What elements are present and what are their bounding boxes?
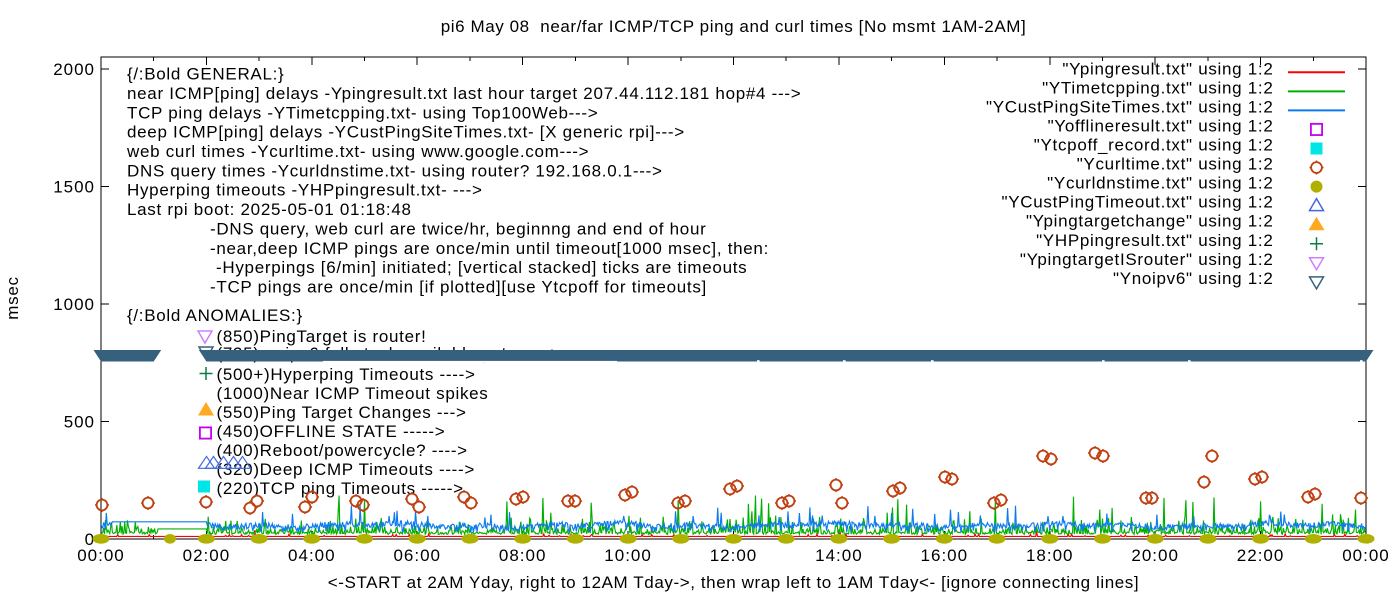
svg-text:(400)Reboot/powercycle? ---->: (400)Reboot/powercycle? ----> xyxy=(217,441,468,460)
svg-text:500: 500 xyxy=(64,413,95,432)
svg-text:04:00: 04:00 xyxy=(288,546,336,565)
svg-text:14:00: 14:00 xyxy=(815,546,863,565)
svg-text:1500: 1500 xyxy=(53,178,95,197)
svg-text:deep ICMP[ping] delays -YCustP: deep ICMP[ping] delays -YCustPingSiteTim… xyxy=(127,123,685,142)
svg-text:web curl times -Ycurltime.txt-: web curl times -Ycurltime.txt- using www… xyxy=(126,142,589,161)
svg-text:near ICMP[ping] delays -Ypingr: near ICMP[ping] delays -Ypingresult.txt … xyxy=(127,84,801,103)
svg-text:(1000)Near ICMP Timeout spikes: (1000)Near ICMP Timeout spikes xyxy=(217,384,489,403)
svg-text:(550)Ping Target Changes --->: (550)Ping Target Changes ---> xyxy=(217,403,467,422)
svg-text:12:00: 12:00 xyxy=(710,546,758,565)
svg-text:"YpingtargetISrouter" using 1:: "YpingtargetISrouter" using 1:2 xyxy=(1020,250,1274,269)
svg-text:06:00: 06:00 xyxy=(393,546,441,565)
svg-text:"YHPpingresult.txt" using 1:2: "YHPpingresult.txt" using 1:2 xyxy=(1036,231,1273,250)
svg-text:"YCustPingSiteTimes.txt" using: "YCustPingSiteTimes.txt" using 1:2 xyxy=(986,97,1274,116)
svg-text:"Ypingtargetchange" using 1:2: "Ypingtargetchange" using 1:2 xyxy=(1026,212,1274,231)
svg-text:-DNS query, web curl are twice: -DNS query, web curl are twice/hr, begin… xyxy=(210,219,706,238)
svg-text:(500+)Hyperping Timeouts ---->: (500+)Hyperping Timeouts ----> xyxy=(217,365,476,384)
svg-text:16:00: 16:00 xyxy=(921,546,969,565)
svg-text:"Ynoipv6" using 1:2: "Ynoipv6" using 1:2 xyxy=(1113,269,1274,288)
svg-text:2000: 2000 xyxy=(53,60,95,79)
svg-text:-TCP pings are once/min [if pl: -TCP pings are once/min [if plotted][use… xyxy=(210,277,707,296)
svg-text:{/:Bold ANOMALIES:}: {/:Bold ANOMALIES:} xyxy=(127,306,303,325)
svg-text:-Hyperpings [6/min] initiated;: -Hyperpings [6/min] initiated; [vertical… xyxy=(216,258,747,277)
svg-text:1000: 1000 xyxy=(53,295,95,314)
svg-text:"Ypingresult.txt" using 1:2: "Ypingresult.txt" using 1:2 xyxy=(1062,59,1273,78)
svg-text:02:00: 02:00 xyxy=(183,546,231,565)
svg-text:"Yofflineresult.txt" using 1:2: "Yofflineresult.txt" using 1:2 xyxy=(1048,116,1274,135)
svg-text:DNS query times -Ycurldnstime.: DNS query times -Ycurldnstime.txt- using… xyxy=(127,161,663,180)
svg-text:"YTimetcpping.txt" using 1:2: "YTimetcpping.txt" using 1:2 xyxy=(1042,78,1273,97)
svg-text:(220)TCP ping Timeouts ----->: (220)TCP ping Timeouts -----> xyxy=(217,479,464,498)
svg-text:"Ycurldnstime.txt" using 1:2: "Ycurldnstime.txt" using 1:2 xyxy=(1047,174,1273,193)
svg-text:Hyperping timeouts -YHPpingres: Hyperping timeouts -YHPpingresult.txt- -… xyxy=(127,181,483,200)
svg-text:msec: msec xyxy=(3,276,22,319)
svg-text:pi6 May 08 near/far ICMP/TCP: pi6 May 08 near/far ICMP/TCP ping and cu… xyxy=(441,17,1027,36)
svg-text:22:00: 22:00 xyxy=(1237,546,1285,565)
svg-text:20:00: 20:00 xyxy=(1131,546,1179,565)
svg-text:"Ycurltime.txt" using 1:2: "Ycurltime.txt" using 1:2 xyxy=(1077,155,1274,174)
svg-text:"YCustPingTimeout.txt" using 1: "YCustPingTimeout.txt" using 1:2 xyxy=(1002,193,1274,212)
svg-text:00:00: 00:00 xyxy=(77,546,125,565)
svg-text:-near,deep ICMP pings are once: -near,deep ICMP pings are once/min until… xyxy=(210,239,769,258)
svg-text:08:00: 08:00 xyxy=(499,546,547,565)
svg-text:TCP ping delays -YTimetcpping.: TCP ping delays -YTimetcpping.txt- using… xyxy=(127,103,598,122)
svg-text:00:00: 00:00 xyxy=(1342,546,1390,565)
svg-text:<-START at 2AM Yday, right to: <-START at 2AM Yday, right to 12AM Tday-… xyxy=(328,573,1139,592)
svg-text:18:00: 18:00 xyxy=(1026,546,1074,565)
svg-text:"Ytcpoff_record.txt" using 1:2: "Ytcpoff_record.txt" using 1:2 xyxy=(1034,136,1274,155)
svg-text:(450)OFFLINE STATE ----->: (450)OFFLINE STATE -----> xyxy=(217,422,446,441)
svg-text:Last rpi boot: 2025-05-01 01:1: Last rpi boot: 2025-05-01 01:18:48 xyxy=(127,200,412,219)
svg-text:10:00: 10:00 xyxy=(604,546,652,565)
svg-text:(850)PingTarget is router!: (850)PingTarget is router! xyxy=(217,327,427,346)
svg-text:{/:Bold GENERAL:}: {/:Bold GENERAL:} xyxy=(127,65,284,84)
svg-text:(320)Deep ICMP Timeouts ---->: (320)Deep ICMP Timeouts ----> xyxy=(217,460,476,479)
svg-text:0: 0 xyxy=(85,530,95,549)
